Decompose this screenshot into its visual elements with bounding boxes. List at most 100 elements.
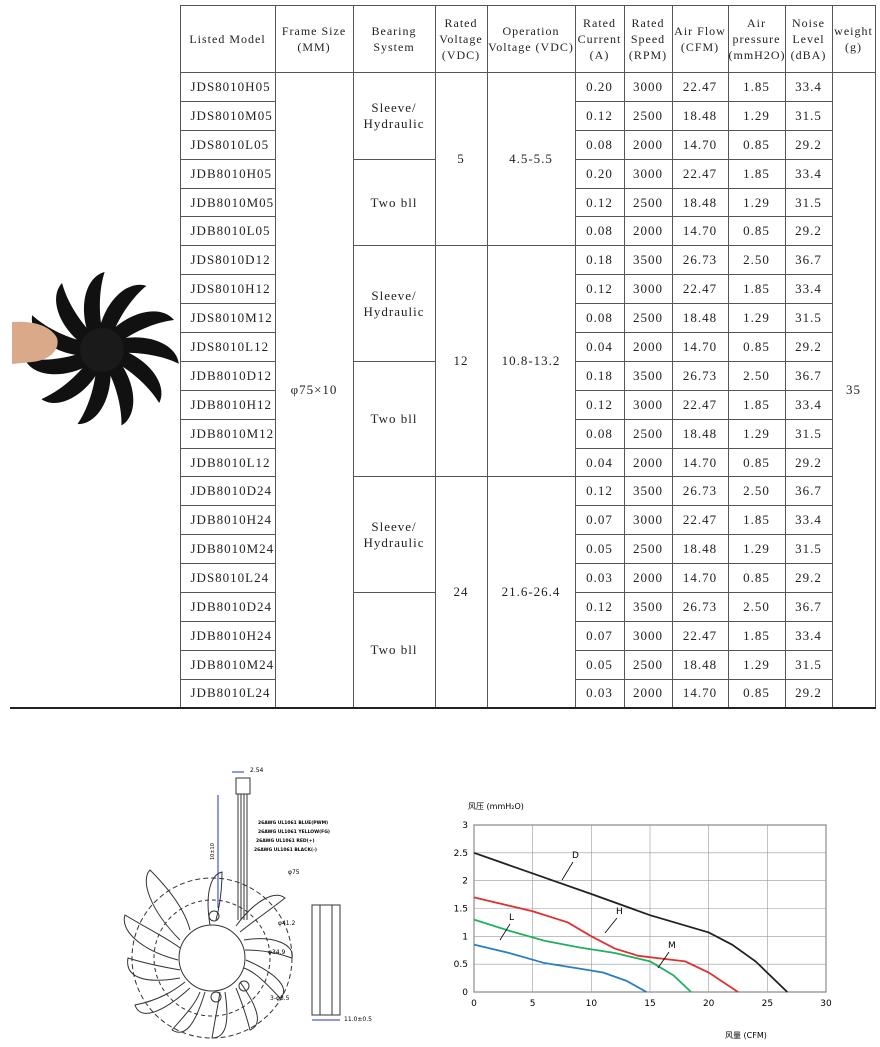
operation-voltage-cell: 4.5-5.5 — [486, 71, 576, 247]
rated-voltage-cell: 12 — [434, 245, 488, 478]
value-cell: 3000 — [623, 72, 673, 102]
dim-label: 10±10 — [210, 843, 216, 860]
bearing-cell: Sleeve/ Hydraulic — [352, 476, 436, 594]
value-cell: 22.47 — [671, 274, 729, 305]
value-cell: 1.29 — [727, 418, 786, 449]
x-tick-label: 30 — [820, 999, 832, 1009]
header-cell: Operation Voltage (VDC) — [486, 5, 576, 73]
value-cell: 2500 — [623, 187, 673, 218]
model-cell: JDB8010H05 — [179, 158, 276, 189]
value-cell: 0.05 — [574, 649, 625, 680]
model-cell: JDB8010H24 — [179, 620, 276, 651]
frame-size-cell: φ75×10 — [274, 72, 354, 709]
value-cell: 0.12 — [574, 187, 625, 218]
value-cell: 18.48 — [671, 649, 729, 680]
value-cell: 3500 — [623, 245, 673, 276]
value-cell: 0.18 — [574, 360, 625, 391]
value-cell: 2000 — [623, 447, 673, 478]
value-cell: 31.5 — [784, 303, 833, 334]
model-cell: JDB8010L05 — [179, 216, 276, 247]
blade — [56, 283, 92, 345]
dim-label: φ41.2 — [278, 920, 296, 927]
curve-label: L — [509, 913, 514, 923]
blade — [110, 311, 174, 342]
header-cell: weight (g) — [831, 5, 876, 73]
value-cell: 0.85 — [727, 332, 786, 362]
row: JDS8010D12 Sleeve/ Hydraulic 12 10.8-13.2 0.… — [10, 245, 875, 478]
row: JDB8010L24 0.03 2000 14.70 0.85 29.2 — [10, 678, 875, 709]
value-cell: 0.05 — [574, 534, 625, 565]
value-cell: 0.85 — [727, 678, 786, 709]
x-tick-label: 10 — [586, 999, 598, 1009]
leader — [657, 951, 670, 969]
value-cell: 31.5 — [784, 418, 833, 449]
header-cell: Listed Model — [179, 5, 276, 73]
value-cell: 2000 — [623, 332, 673, 362]
value-cell: 22.47 — [671, 389, 729, 420]
leader — [561, 861, 574, 881]
value-cell: 0.04 — [574, 447, 625, 478]
value-cell: 33.4 — [784, 620, 833, 651]
value-cell: 2500 — [623, 418, 673, 449]
curve — [473, 896, 739, 993]
y-tick-label: 0.5 — [454, 960, 468, 970]
model-cell: JDS8010H12 — [179, 274, 276, 305]
value-cell: 22.47 — [671, 505, 729, 536]
value-cell: 1.29 — [727, 534, 786, 565]
value-cell: 0.08 — [574, 216, 625, 247]
value-cell: 29.2 — [784, 332, 833, 362]
y-tick-label: 2 — [462, 877, 468, 887]
header-cell: Bearing System — [352, 5, 436, 73]
value-cell: 1.85 — [727, 158, 786, 189]
value-cell: 29.2 — [784, 563, 833, 594]
value-cell: 2500 — [623, 303, 673, 334]
blade — [41, 362, 100, 403]
dim-label: φ34.9 — [268, 949, 286, 956]
model-cell: JDS8010L05 — [179, 129, 276, 160]
rated-voltage-cell: 5 — [434, 71, 488, 247]
value-cell: 0.85 — [727, 447, 786, 478]
value-cell: 3000 — [623, 158, 673, 189]
value-cell: 0.18 — [574, 245, 625, 276]
model-cell: JDB8010M24 — [179, 534, 276, 565]
value-cell: 0.07 — [574, 505, 625, 536]
value-cell: 0.08 — [574, 418, 625, 449]
value-cell: 18.48 — [671, 418, 729, 449]
value-cell: 0.12 — [574, 389, 625, 420]
value-cell: 3500 — [623, 360, 673, 391]
value-cell: 0.85 — [727, 216, 786, 247]
model-cell: JDB8010H24 — [179, 505, 276, 536]
x-axis-title: 风量 (CFM) — [725, 1031, 767, 1040]
model-cell: JDS8010D12 — [179, 245, 276, 276]
blade — [116, 349, 162, 404]
row: JDB8010M24 0.05 2500 18.48 1.29 31.5 — [10, 649, 875, 680]
value-cell: 14.70 — [671, 216, 729, 247]
value-cell: 31.5 — [784, 187, 833, 218]
finger — [12, 321, 58, 364]
value-cell: 14.70 — [671, 447, 729, 478]
value-cell: 18.48 — [671, 303, 729, 334]
header-cell: Rated Voltage (VDC) — [434, 5, 488, 73]
value-cell: 33.4 — [784, 158, 833, 189]
x-tick-label: 5 — [530, 999, 536, 1009]
value-cell: 1.85 — [727, 389, 786, 420]
value-cell: 3000 — [623, 274, 673, 305]
value-cell: 2000 — [623, 678, 673, 709]
wire-label: 26AWG UL1061 BLACK(-) — [254, 847, 317, 853]
model-cell: JDB8010M05 — [179, 187, 276, 218]
value-cell: 0.20 — [574, 72, 625, 102]
value-cell: 0.12 — [574, 592, 625, 622]
y-tick-label: 3 — [462, 821, 468, 831]
y-tick-label: 1.5 — [454, 905, 468, 915]
value-cell: 0.03 — [574, 563, 625, 594]
fan-photo — [12, 272, 179, 426]
value-cell: 1.29 — [727, 303, 786, 334]
bearing-cell: Two bll — [352, 360, 436, 478]
value-cell: 0.03 — [574, 678, 625, 709]
value-cell: 0.08 — [574, 303, 625, 334]
header-cell: Rated Speed (RPM) — [623, 5, 673, 73]
fan-drawing — [123, 771, 341, 1039]
value-cell: 18.48 — [671, 534, 729, 565]
model-cell: JDB8010M12 — [179, 418, 276, 449]
value-cell: 1.85 — [727, 620, 786, 651]
